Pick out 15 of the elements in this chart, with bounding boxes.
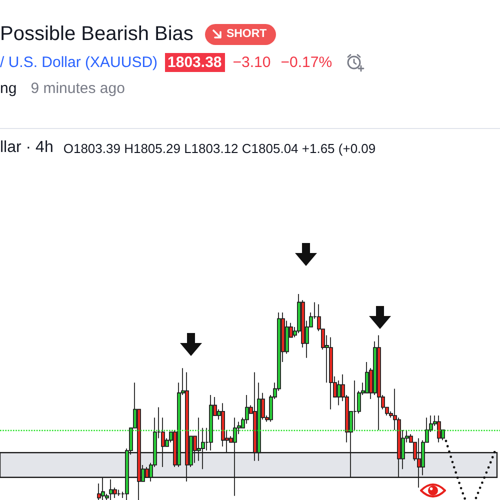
text: ng xyxy=(0,80,17,96)
chart-subtitle: / U.S. Dollar (XAUUSD) xyxy=(0,54,158,70)
candlestick xyxy=(377,334,381,430)
text: 9 minutes ago xyxy=(30,80,125,96)
text: O1803.39 H1805.29 L1803.12 C1805.04 +1.65 (+0.09 xyxy=(63,140,376,156)
chart-title: Possible Bearish Bias xyxy=(0,22,194,46)
text: −3.10 xyxy=(232,54,271,70)
text: −0.17% xyxy=(280,54,332,70)
text: 1803.38 xyxy=(164,52,225,72)
text: SHORT xyxy=(226,28,267,40)
candlestick xyxy=(117,489,121,496)
candlestick xyxy=(329,336,333,410)
candlestick xyxy=(245,394,249,424)
candlestick xyxy=(437,415,441,443)
text: llar · 4h xyxy=(0,139,54,157)
